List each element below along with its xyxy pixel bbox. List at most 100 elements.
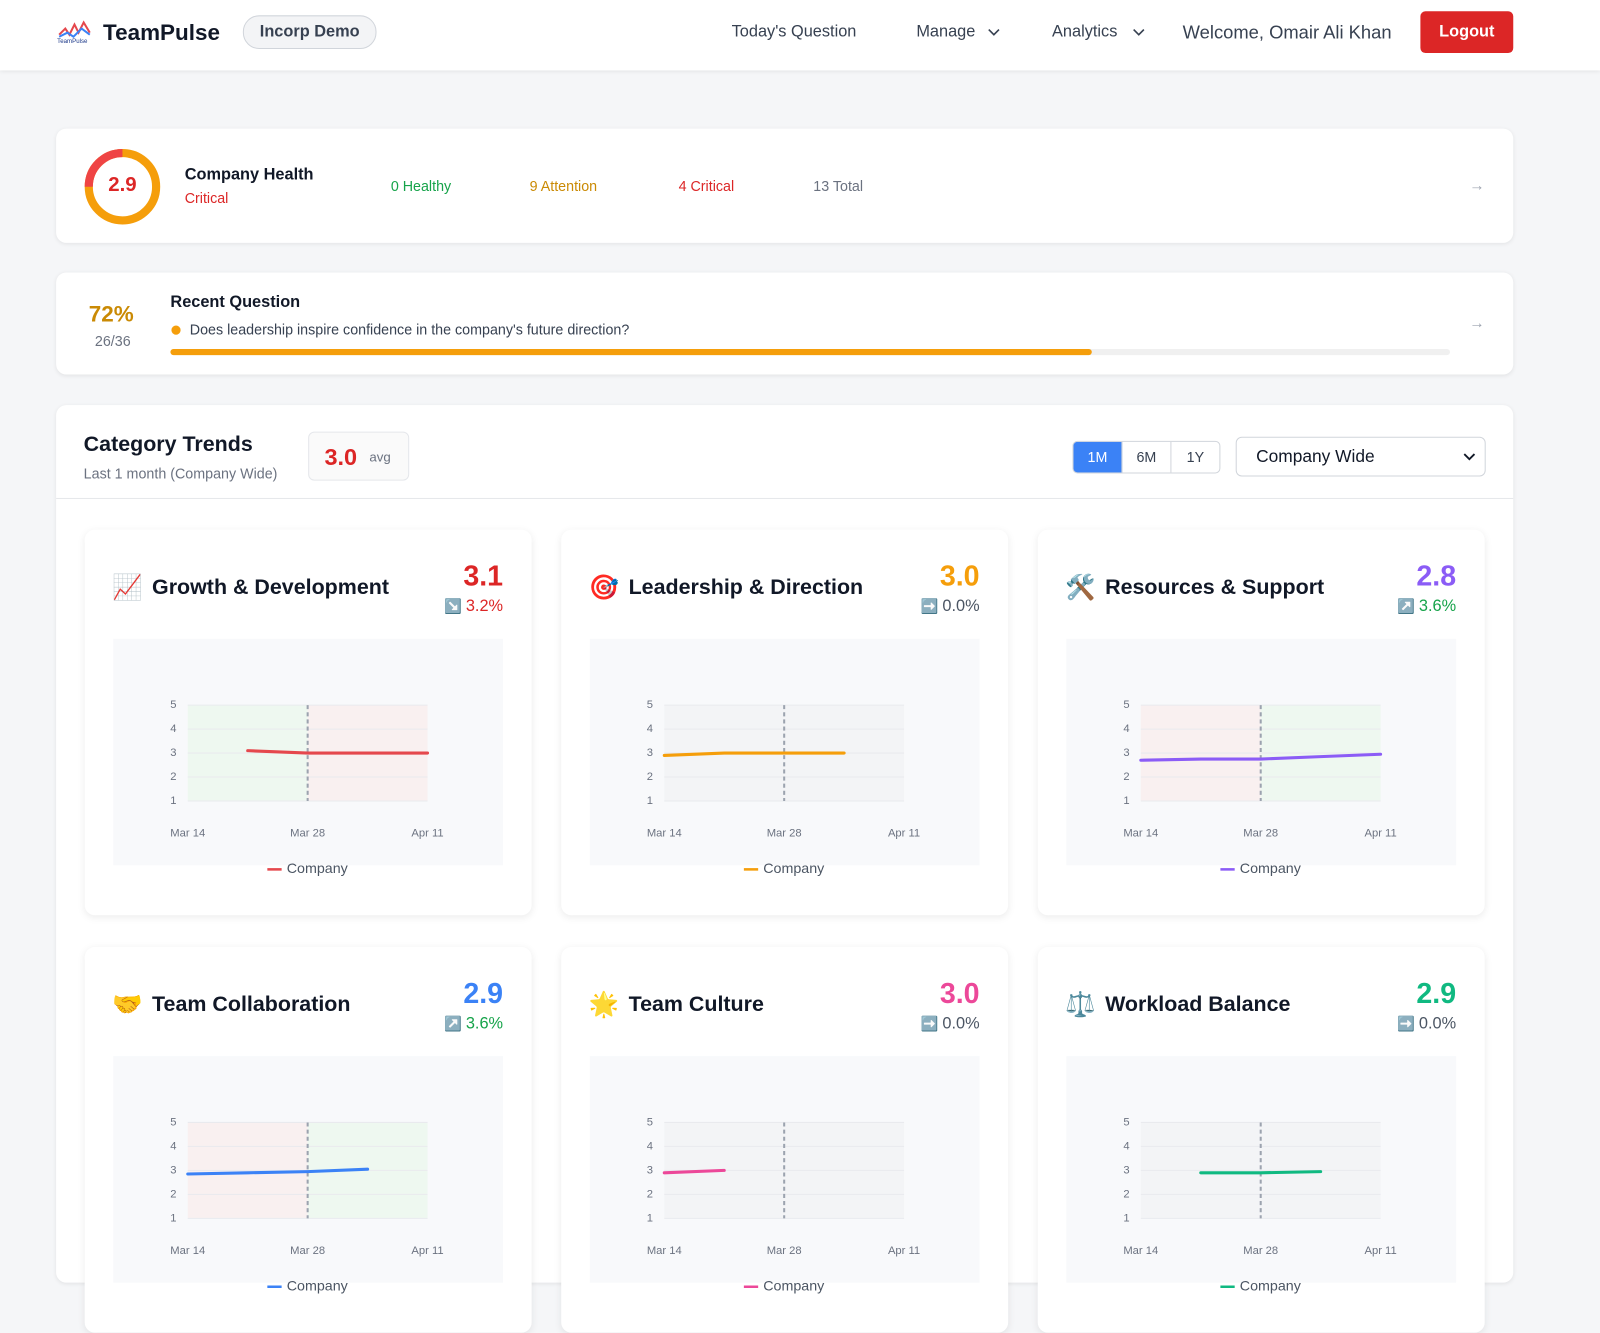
welcome: Welcome, Omair Ali Khan — [1182, 21, 1392, 43]
change-value: 3.6% — [1418, 597, 1457, 616]
y-tick-label: 3 — [647, 1164, 653, 1176]
trend-line — [1199, 1170, 1323, 1175]
logout-button[interactable]: Logout — [1420, 11, 1514, 54]
health-stat: 4 Critical — [678, 177, 735, 194]
category-card: 🛠️ Resources & Support 2.8 ↗️ 3.6% 1 2 3 4 5 Mar 1… — [1037, 529, 1485, 916]
range-button[interactable]: 6M — [1122, 441, 1172, 473]
y-tick-label: 4 — [1123, 723, 1129, 735]
logo — [58, 20, 91, 39]
y-tick-label: 4 — [170, 1140, 176, 1152]
top-bar: TeamPulse TeamPulse Incorp Demo Today's … — [0, 0, 1600, 71]
y-tick-label: 3 — [1123, 1164, 1129, 1176]
y-tick-label: 1 — [647, 1212, 653, 1224]
y-tick-label: 5 — [1123, 699, 1129, 711]
y-tick-label: 5 — [170, 699, 176, 711]
body: TeamPulse TeamPulse Incorp Demo Today's … — [0, 0, 1600, 1295]
chevron-line — [988, 29, 1000, 36]
response-rate: 72% — [88, 301, 134, 327]
category-icon: 🤝 — [112, 991, 143, 1019]
y-tick-label: 2 — [1123, 1188, 1129, 1200]
category-title: Team Collaboration — [152, 992, 351, 1017]
trend-line — [662, 751, 846, 757]
logo-line — [58, 27, 91, 39]
range-button[interactable]: 1M — [1073, 441, 1123, 473]
category-score: 2.9 — [463, 977, 504, 1010]
x-tick-label: Apr 11 — [411, 828, 443, 840]
category-icon: 🌟 — [588, 991, 620, 1019]
change-value: 0.0% — [942, 1015, 980, 1033]
page: TeamPulse { "header": { "brand": "TeamPu… — [0, 0, 1600, 1295]
category-score: 3.1 — [463, 560, 504, 592]
y-tick-label: 3 — [647, 747, 653, 759]
trend-chart: 1 2 3 4 5 Mar 14 Mar 28 Apr 11 Company — [589, 638, 980, 877]
question-title: Recent Question — [170, 293, 301, 312]
response-count: 26/36 — [94, 332, 131, 349]
health-score: 2.9 — [108, 173, 137, 196]
category-card: 🤝 Team Collaboration 2.9 ↗️ 3.6% 1 2 3 4 5 Mar 14 M… — [84, 946, 532, 1333]
range-button[interactable]: 1Y — [1171, 442, 1219, 473]
trend-line — [246, 749, 430, 755]
divider — [56, 497, 1514, 499]
y-tick-label: 5 — [170, 1116, 176, 1128]
x-tick-label: Mar 14 — [1123, 828, 1158, 840]
x-tick-label: Apr 11 — [888, 1245, 920, 1257]
x-tick-label: Apr 11 — [1364, 1245, 1396, 1257]
legend-label: Company — [763, 861, 825, 877]
x-tick-label: Mar 28 — [767, 828, 802, 840]
change-value: 0.0% — [1418, 1015, 1457, 1033]
score-change: ➡️ 0.0% — [1397, 1015, 1456, 1033]
change-icon: ↗️ — [1397, 597, 1415, 615]
health-stat: 0 Healthy — [390, 177, 452, 194]
legend-label: Company — [1240, 1278, 1302, 1294]
trend-line — [1139, 752, 1383, 762]
category-score: 3.0 — [939, 977, 980, 1010]
y-tick-label: 4 — [647, 1140, 653, 1152]
y-tick-label: 2 — [170, 771, 176, 783]
scope-select[interactable]: Company Wide — [1235, 436, 1486, 477]
trend-chart: 1 2 3 4 5 Mar 14 Mar 28 Apr 11 Company — [113, 638, 504, 877]
category-score: 2.8 — [1416, 560, 1457, 592]
change-icon: ➡️ — [920, 597, 939, 615]
x-tick-label: Mar 14 — [170, 1245, 205, 1257]
health-stat: 13 Total — [813, 177, 864, 194]
category-title: Team Culture — [628, 992, 764, 1017]
y-tick-label: 1 — [170, 1212, 176, 1224]
nav-link[interactable]: Today's Question — [731, 23, 857, 41]
chevron-line — [1463, 453, 1476, 461]
brand: TeamPulse — [103, 19, 220, 45]
question-text: Does leadership inspire confidence in th… — [189, 321, 630, 338]
score-change: ↗️ 3.6% — [1397, 598, 1456, 616]
question-card[interactable]: 72% 26/36 Recent Question Does leadershi… — [56, 272, 1514, 375]
category-title: Growth & Development — [152, 575, 389, 599]
category-icon: ⚖️ — [1065, 991, 1096, 1019]
arrow-icon[interactable]: → — [1469, 314, 1485, 333]
y-tick-label: 2 — [1123, 771, 1129, 783]
trend-chart: 1 2 3 4 5 Mar 14 Mar 28 Apr 11 Company — [589, 1056, 980, 1294]
x-tick-label: Mar 28 — [1243, 1245, 1278, 1257]
change-value: 3.2% — [465, 597, 504, 616]
change-icon: ↗️ — [443, 1015, 462, 1032]
category-icon: 🎯 — [588, 573, 620, 602]
status-dot — [171, 325, 181, 335]
nav-link[interactable]: Manage — [916, 23, 976, 41]
change-icon: ➡️ — [920, 1015, 939, 1032]
trend-line — [662, 1168, 726, 1175]
arrow-icon[interactable]: → — [1469, 177, 1485, 195]
category-title: Leadership & Direction — [628, 575, 864, 599]
nav-link[interactable]: Analytics — [1052, 23, 1118, 41]
chevron — [988, 29, 1000, 36]
x-tick-label: Mar 14 — [1123, 1245, 1158, 1257]
scope-value: Company Wide — [1256, 446, 1375, 467]
health-stat: 9 Attention — [529, 177, 598, 194]
org-badge[interactable]: Incorp Demo — [242, 15, 377, 49]
chevron — [1133, 29, 1145, 36]
category-card: 📈 Growth & Development 3.1 ↘️ 3.2% 1 2 3 4 5 Mar 1… — [84, 529, 532, 916]
x-tick-label: Mar 28 — [290, 1245, 325, 1257]
y-tick-label: 1 — [1123, 795, 1129, 807]
x-tick-label: Apr 11 — [888, 828, 920, 840]
app: TeamPulse TeamPulse Incorp Demo Today's … — [0, 0, 1600, 1295]
health-card[interactable]: 2.9 Company Health Critical → 0 Healthy 9… — [56, 128, 1514, 243]
x-tick-label: Apr 11 — [1364, 828, 1396, 840]
category-icon: 📈 — [112, 573, 143, 602]
x-tick-label: Mar 14 — [170, 828, 205, 840]
